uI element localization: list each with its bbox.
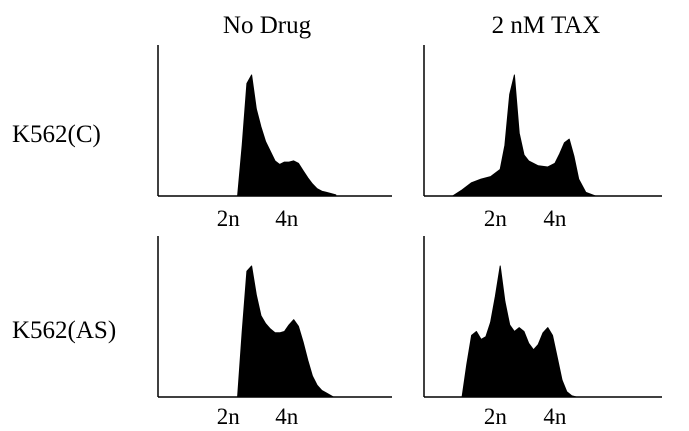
histogram-panels: 2n 4n 2n 4n 2n 4n 2n 4n	[157, 45, 662, 429]
histogram-area	[237, 74, 337, 197]
histogram-area	[237, 265, 334, 398]
histogram-panel: 2n 4n	[157, 45, 392, 231]
histogram-area	[461, 265, 582, 398]
column-title-no-drug: No Drug	[223, 12, 312, 39]
tick-label: 2n	[484, 206, 508, 231]
tick-label: 4n	[275, 404, 299, 429]
histogram-panel: 2n 4n	[157, 236, 392, 429]
tick-label: 2n	[217, 404, 241, 429]
histogram-panel: 2n 4n	[423, 236, 662, 429]
row-label-k562-c: K562(C)	[12, 121, 101, 148]
tick-label: 2n	[484, 404, 508, 429]
tick-label: 4n	[543, 404, 567, 429]
tick-label: 2n	[217, 206, 241, 231]
tick-label: 4n	[275, 206, 299, 231]
tick-label: 4n	[543, 206, 567, 231]
histogram-panel: 2n 4n	[423, 45, 662, 231]
histogram-area	[452, 74, 596, 197]
column-title-2nm-tax: 2 nM TAX	[492, 12, 601, 39]
row-label-k562-as: K562(AS)	[12, 317, 116, 344]
